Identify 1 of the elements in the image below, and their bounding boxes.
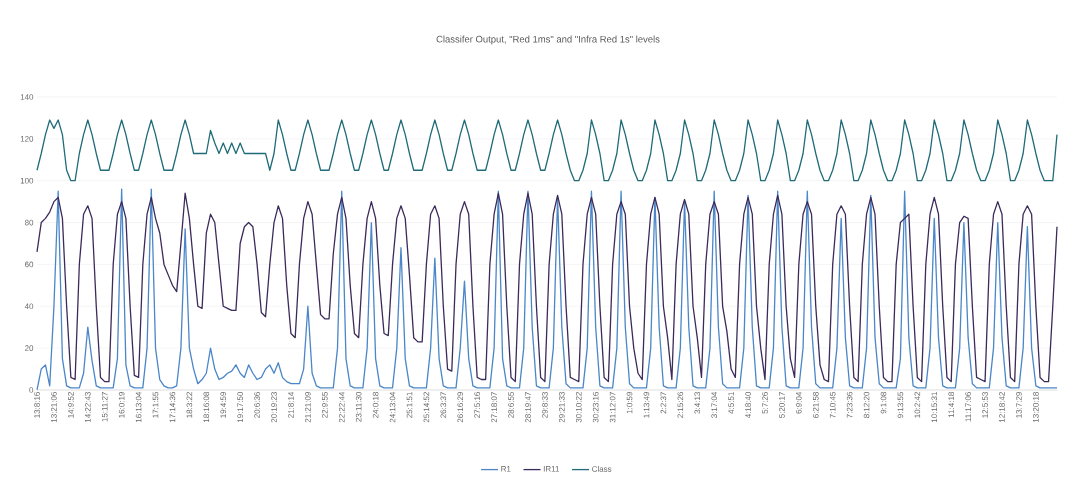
chart-title: Classifer Output, "Red 1ms" and "Infra Red 1s" levels (436, 35, 660, 45)
